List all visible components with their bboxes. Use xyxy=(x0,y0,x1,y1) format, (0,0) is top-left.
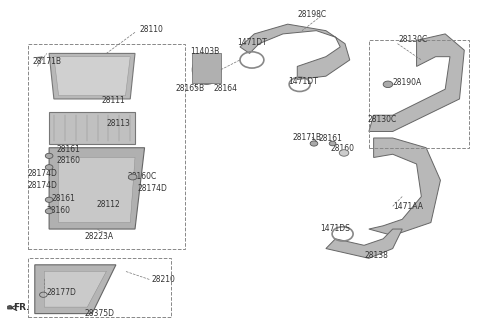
Polygon shape xyxy=(326,229,402,258)
Polygon shape xyxy=(369,34,464,132)
Polygon shape xyxy=(35,265,116,314)
Polygon shape xyxy=(8,305,12,309)
Circle shape xyxy=(45,209,53,214)
Text: 28112: 28112 xyxy=(97,200,120,209)
Text: 1471DT: 1471DT xyxy=(288,76,317,86)
Text: 28164: 28164 xyxy=(214,84,238,93)
Polygon shape xyxy=(240,24,350,79)
Circle shape xyxy=(128,174,137,180)
Circle shape xyxy=(45,153,53,158)
Text: 28130C: 28130C xyxy=(368,114,397,124)
Circle shape xyxy=(45,165,53,170)
Text: 28160: 28160 xyxy=(47,206,71,215)
Circle shape xyxy=(310,141,318,146)
Polygon shape xyxy=(54,57,130,96)
Polygon shape xyxy=(49,112,135,145)
Text: 28161: 28161 xyxy=(319,134,343,143)
Text: 28110: 28110 xyxy=(140,25,164,33)
Text: FR.: FR. xyxy=(13,303,30,312)
Polygon shape xyxy=(59,157,135,222)
Circle shape xyxy=(45,197,53,202)
Text: 11403B: 11403B xyxy=(190,47,219,56)
Polygon shape xyxy=(49,53,135,99)
Circle shape xyxy=(329,141,336,146)
Text: 28174D: 28174D xyxy=(28,169,58,178)
Text: 28210: 28210 xyxy=(152,275,176,284)
Text: 28113: 28113 xyxy=(107,119,130,128)
Text: 28171B: 28171B xyxy=(292,133,322,142)
Text: 28375D: 28375D xyxy=(85,309,115,318)
Text: 28161: 28161 xyxy=(56,145,80,154)
Text: 28174D: 28174D xyxy=(28,181,58,190)
Text: 28177D: 28177D xyxy=(47,288,77,297)
Polygon shape xyxy=(44,271,107,307)
Text: 28190A: 28190A xyxy=(393,77,422,87)
Text: 28130C: 28130C xyxy=(398,35,428,44)
Text: 28111: 28111 xyxy=(102,96,125,105)
Circle shape xyxy=(339,150,349,156)
Text: 1471DS: 1471DS xyxy=(320,224,350,233)
Polygon shape xyxy=(192,53,221,83)
Polygon shape xyxy=(49,148,144,229)
Circle shape xyxy=(383,81,393,88)
Ellipse shape xyxy=(192,55,221,84)
Polygon shape xyxy=(369,138,441,236)
Text: 28161: 28161 xyxy=(51,194,75,203)
Text: 28138: 28138 xyxy=(364,251,388,259)
Text: 1471DT: 1471DT xyxy=(238,37,267,47)
Text: 28160: 28160 xyxy=(56,156,80,165)
Text: 1471AA: 1471AA xyxy=(393,202,423,212)
Text: 28171B: 28171B xyxy=(33,57,61,66)
Text: 28223A: 28223A xyxy=(85,232,114,241)
Text: 28198C: 28198C xyxy=(297,10,326,19)
Text: 28165B: 28165B xyxy=(176,84,204,93)
Text: 28160: 28160 xyxy=(331,144,355,153)
Text: 28174D: 28174D xyxy=(137,184,167,193)
Text: 28160C: 28160C xyxy=(128,172,157,181)
